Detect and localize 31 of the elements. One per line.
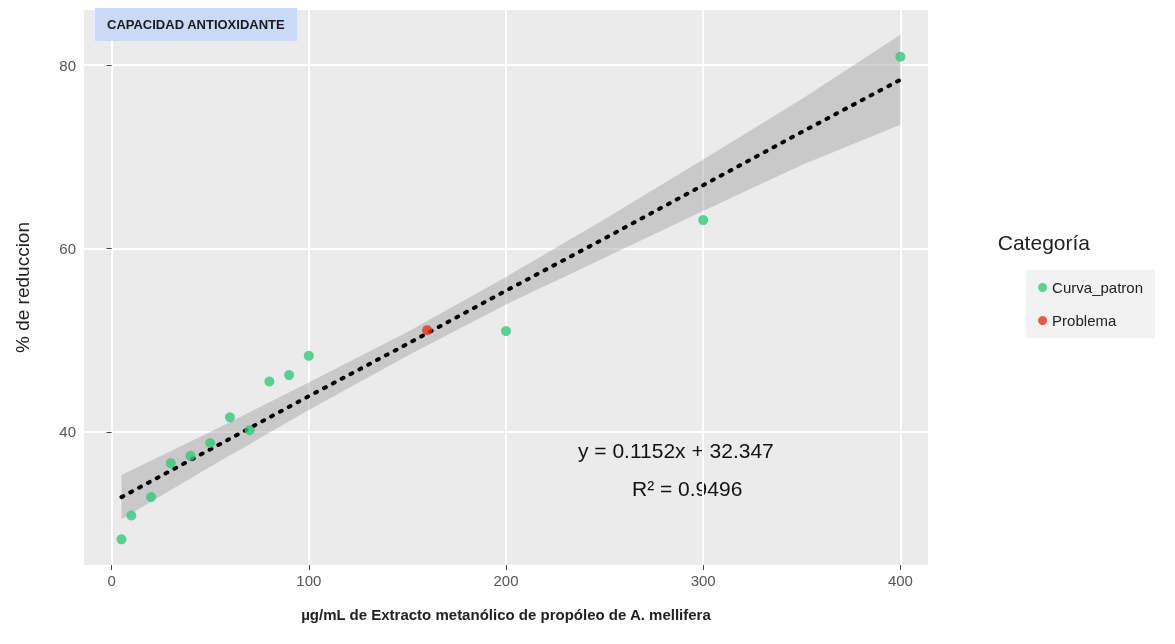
x-tick-label: 0 <box>107 572 116 589</box>
point <box>264 376 275 387</box>
point <box>501 326 511 337</box>
legend-title: Categoría <box>997 231 1091 254</box>
annotation: y = 0.1152x + 32.347 <box>578 439 774 462</box>
point <box>205 437 216 448</box>
x-tick-label: 400 <box>887 572 913 589</box>
point <box>422 325 433 336</box>
point <box>244 425 255 436</box>
legend-label: Curva_patron <box>1052 279 1143 296</box>
annotation: R² = 0.9496 <box>632 477 743 500</box>
x-tick-label: 100 <box>296 572 322 589</box>
legend-label: Problema <box>1052 312 1117 329</box>
point <box>146 492 157 503</box>
x-tick-label: 300 <box>690 572 716 589</box>
point <box>126 510 137 521</box>
point <box>185 450 196 461</box>
point <box>116 534 127 545</box>
point <box>284 370 295 381</box>
y-axis-title: % de reduccion <box>12 222 33 353</box>
point <box>895 51 906 62</box>
y-tick-label: 80 <box>59 56 76 74</box>
point <box>224 412 235 423</box>
x-axis-title: µg/mL de Extracto metanólico de propóleo de A. mellifera <box>301 606 712 623</box>
y-tick-label: 60 <box>59 240 76 258</box>
y-tick-label: 40 <box>59 423 76 441</box>
x-tick-label: 200 <box>493 572 519 589</box>
point <box>303 350 314 361</box>
point <box>165 458 176 469</box>
point <box>698 215 709 226</box>
text: CAPACIDAD ANTIOXIDANTE <box>107 17 285 32</box>
